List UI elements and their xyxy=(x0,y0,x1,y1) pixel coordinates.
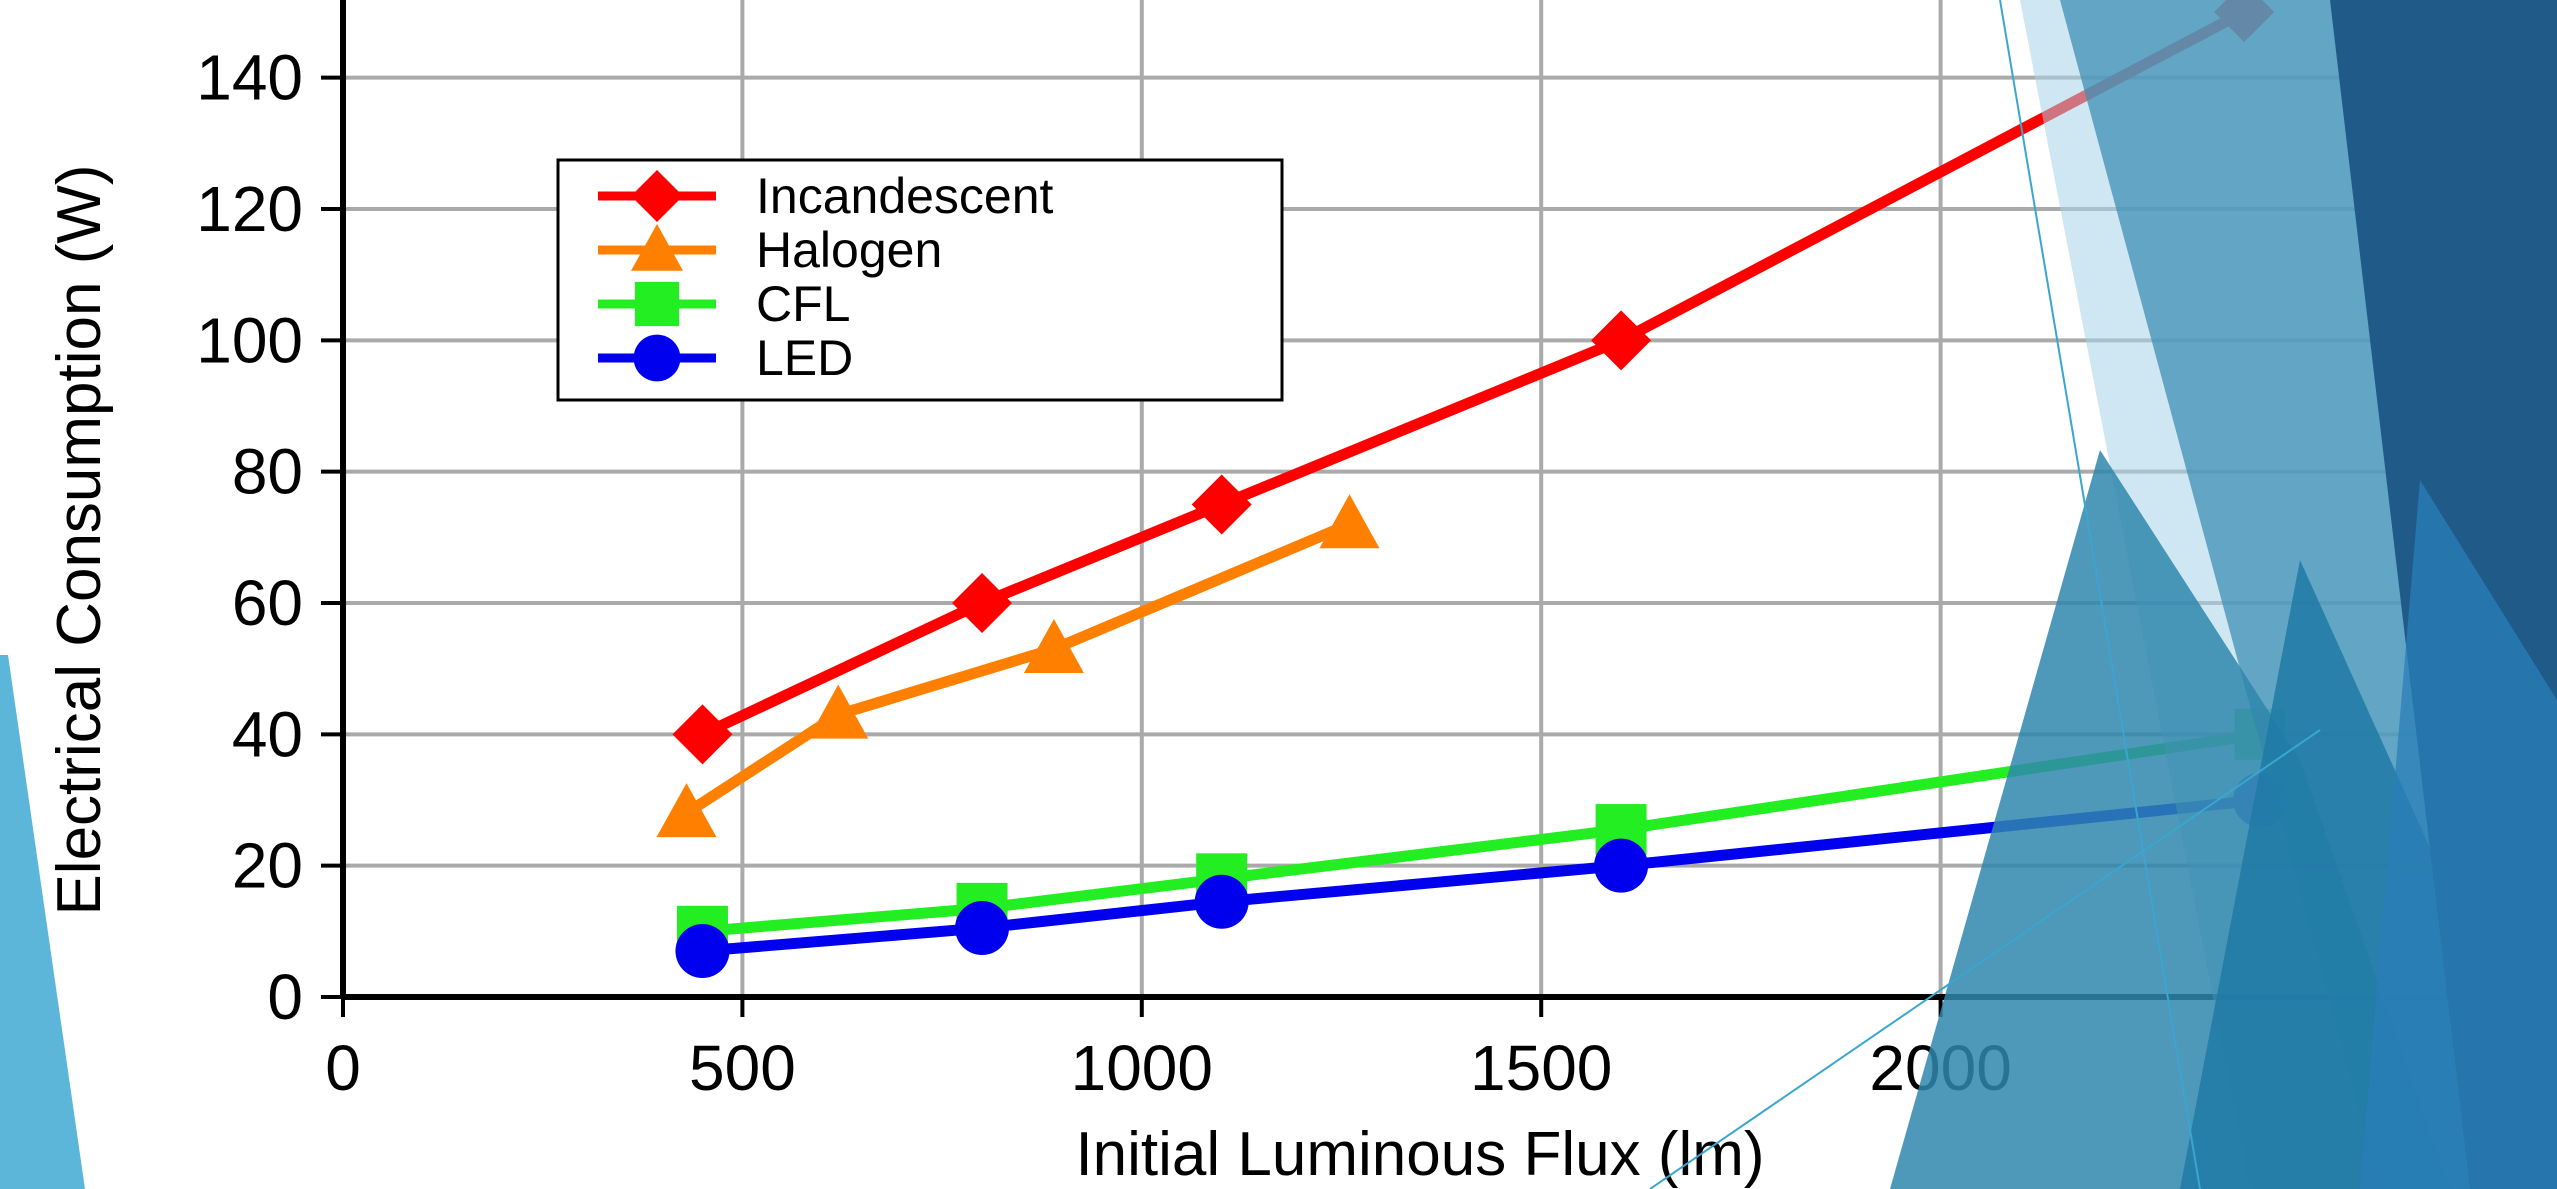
data-point-circle xyxy=(675,924,730,979)
data-point-circle xyxy=(1194,874,1249,929)
x-tick-label: 500 xyxy=(689,1032,796,1104)
data-point-square xyxy=(634,281,680,327)
y-tick-label: 60 xyxy=(232,567,303,639)
data-point-triangle xyxy=(1023,618,1084,673)
x-tick-label: 0 xyxy=(325,1032,361,1104)
data-point-triangle xyxy=(1319,494,1380,549)
legend-label: Halogen xyxy=(756,222,942,278)
legend-label: LED xyxy=(756,330,853,386)
data-point-diamond xyxy=(672,704,733,765)
x-tick-label: 1500 xyxy=(1470,1032,1612,1104)
x-axis-label: Initial Luminous Flux (lm) xyxy=(1075,1120,1764,1189)
y-tick-label: 0 xyxy=(267,961,303,1033)
y-tick-label: 80 xyxy=(232,436,303,508)
data-point-circle xyxy=(1594,838,1649,893)
y-tick-label: 100 xyxy=(196,304,303,376)
legend-label: CFL xyxy=(756,276,850,332)
decor-line-a xyxy=(1999,0,2201,1189)
decor-triangle-c xyxy=(2360,480,2557,1189)
x-tick-label: 1000 xyxy=(1071,1032,1213,1104)
legend-item: Halogen xyxy=(598,222,942,278)
decor-triangle-left xyxy=(0,655,85,1189)
data-point-diamond xyxy=(952,573,1013,633)
legend-label: Incandescent xyxy=(756,168,1054,224)
y-tick-label: 140 xyxy=(196,42,303,114)
decor-line-b xyxy=(1649,729,2321,1189)
data-point-triangle xyxy=(808,684,869,739)
data-point-diamond xyxy=(1191,474,1252,535)
y-tick-label: 20 xyxy=(232,830,303,902)
y-tick-label: 40 xyxy=(232,698,303,770)
y-axis-label: Electrical Consumption (W) xyxy=(45,164,114,915)
legend-item: CFL xyxy=(598,276,850,332)
series-incandescent xyxy=(672,0,2275,765)
y-tick-label: 120 xyxy=(196,173,303,245)
data-point-circle xyxy=(955,901,1010,956)
data-point-triangle xyxy=(656,783,717,838)
data-point-circle xyxy=(633,334,681,382)
data-point-triangle xyxy=(631,224,683,271)
series-line xyxy=(683,519,1352,818)
legend-item: LED xyxy=(598,330,853,386)
data-point-diamond xyxy=(1591,310,1652,371)
legend-item: Incandescent xyxy=(598,168,1054,224)
series-halogen xyxy=(656,494,1380,838)
data-point-diamond xyxy=(631,170,683,222)
